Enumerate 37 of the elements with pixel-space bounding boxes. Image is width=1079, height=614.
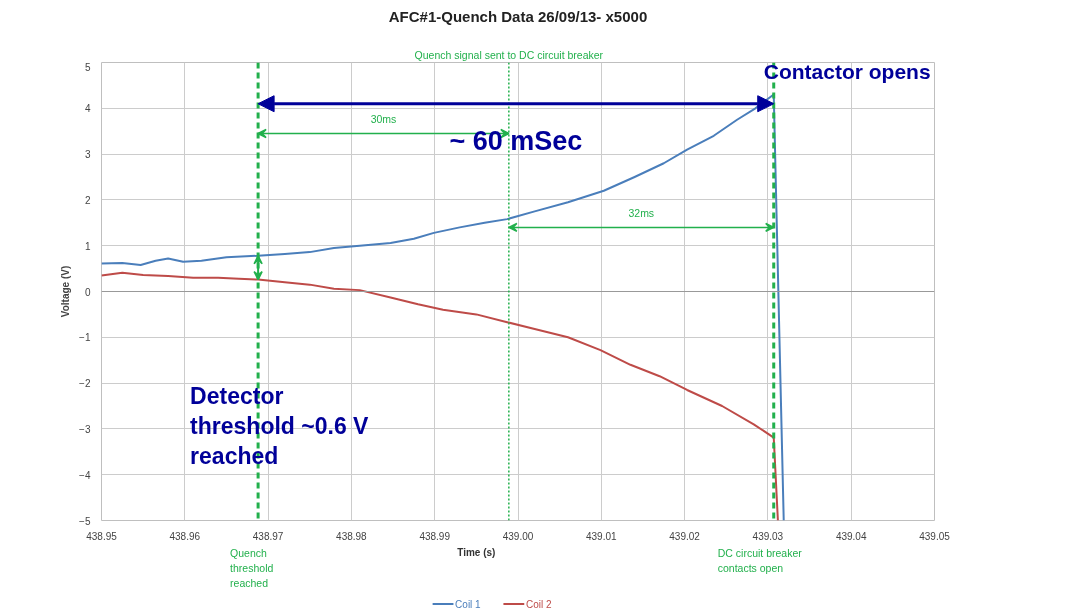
chart-title: AFC#1-Quench Data 26/09/13- x5000 [388, 7, 648, 25]
line-series [101, 93, 785, 521]
x-tick-label: 439.03 [752, 530, 784, 542]
x-tick-label: 439.04 [835, 530, 867, 542]
x-tick-label: 438.98 [336, 530, 368, 542]
ref-line-label: DC circuit breaker contacts open [717, 546, 803, 574]
x-tick-label: 438.97 [252, 530, 284, 542]
y-tick-label: 1 [84, 240, 91, 252]
legend-label: Coil 2 [525, 598, 552, 610]
annotation: 32ms [628, 207, 655, 220]
line-series [101, 271, 779, 521]
y-axis-title: Voltage (V) [60, 265, 72, 318]
x-tick-label: 438.99 [419, 530, 451, 542]
x-tick-label: 439.02 [669, 530, 701, 542]
x-axis-title: Time (s) [457, 546, 496, 558]
y-tick-label: −2 [79, 378, 91, 390]
x-tick-label: 438.96 [169, 530, 201, 542]
y-tick-label: 4 [84, 103, 91, 115]
annotation: ~ 60 mSec [449, 125, 583, 156]
legend-label: Coil 1 [455, 598, 482, 610]
annotation: 30ms [370, 113, 397, 126]
x-tick-label: 439.05 [919, 530, 951, 542]
annotation: Contactor opens [763, 59, 931, 83]
y-tick-label: 2 [84, 194, 91, 206]
y-tick-label: 0 [84, 286, 91, 298]
y-tick-label: 5 [84, 61, 91, 73]
x-tick-label: 439.00 [502, 530, 534, 542]
annotation: Detector threshold ~0.6 V reached [190, 383, 370, 469]
y-tick-label: −3 [79, 423, 91, 435]
x-tick-label: 439.01 [586, 530, 618, 542]
y-tick-label: −4 [79, 469, 91, 481]
y-tick-label: −5 [79, 515, 91, 527]
ref-line-label: Quench threshold reached [230, 546, 274, 589]
y-tick-label: 3 [84, 149, 91, 161]
x-tick-label: 438.95 [86, 530, 118, 542]
y-tick-label: −1 [79, 332, 91, 344]
ref-line-label: Quench signal sent to DC circuit breaker [414, 48, 604, 61]
